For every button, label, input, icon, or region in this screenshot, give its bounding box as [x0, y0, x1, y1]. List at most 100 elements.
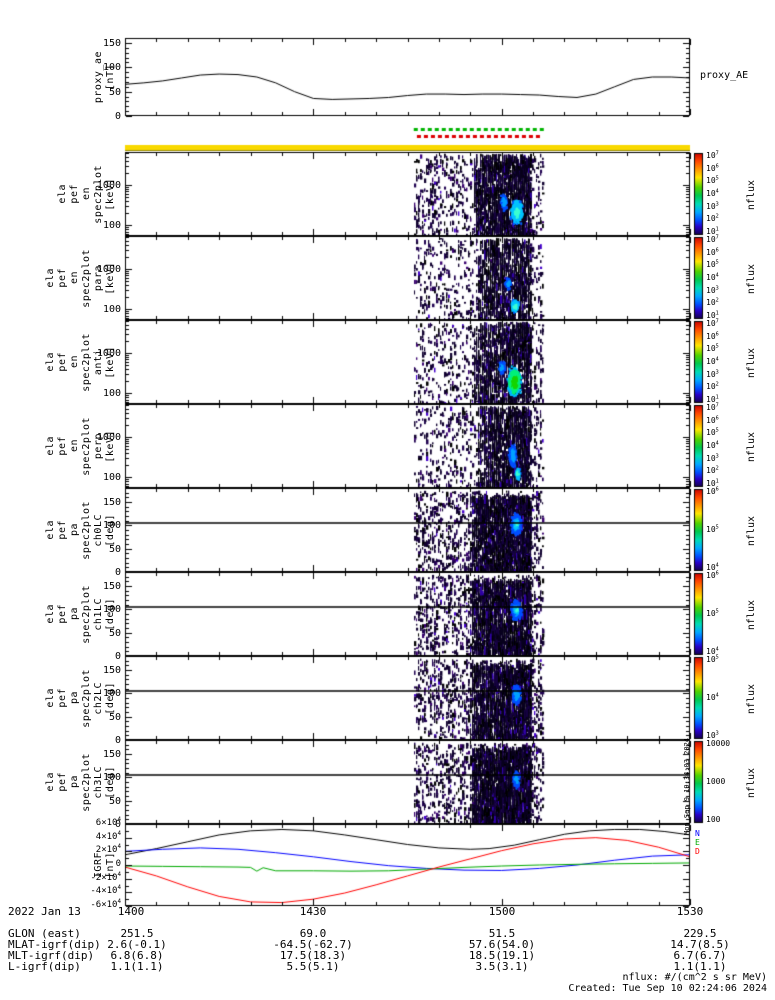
axis-label-line: ela	[45, 688, 56, 708]
xtick-label-1530: 1530	[676, 905, 704, 918]
colorbar-tick-label: 102	[706, 297, 719, 308]
colorbar-tick-label: 102	[706, 465, 719, 476]
axis-label-line: spec2plot	[81, 500, 92, 560]
colorbar-title: nflux	[746, 768, 757, 799]
igrf-legend-E: E	[695, 838, 700, 847]
spectro-panel-0-ylabel: ela pef en spec2plot [keV]	[57, 152, 117, 236]
axis-label-line: en	[81, 187, 92, 201]
colorbar-tick-label: 103	[706, 453, 719, 463]
colorbar-tick-label: 105	[706, 427, 719, 438]
axis-label-line: spec2plot	[81, 668, 92, 728]
axis-label-line: spec2plot	[81, 332, 92, 392]
ytick-label: 0	[114, 567, 121, 578]
colorbar-title: nflux	[746, 684, 757, 715]
colorbar-tick-label: 107	[706, 234, 719, 244]
axis-label-line: pef	[57, 436, 68, 456]
axis-label-line: ela	[45, 436, 56, 456]
footer-value: 18.5(19.1)	[468, 949, 536, 962]
ytick-label: 100	[102, 604, 121, 616]
axis-label-line: pef	[57, 688, 68, 708]
ytick-label: 150	[102, 37, 121, 49]
ytick-label: 2×104	[95, 844, 121, 856]
colorbar-tick-label: 104	[706, 272, 719, 282]
creation-timestamp-side: Mon Sep 9 19:34:03 2024	[683, 738, 691, 835]
ytick-label: 50	[108, 543, 121, 555]
colorbar-tick-label: 105	[706, 654, 719, 664]
ytick-label: 50	[108, 86, 121, 98]
ytick-label: 100	[102, 304, 121, 316]
axis-label-line: proxy_ae	[93, 50, 104, 104]
colorbar-title: nflux	[746, 432, 757, 463]
axis-label-line: [nT]	[105, 63, 116, 91]
igrf-legend-D: D	[695, 847, 700, 856]
proxy-right-label: proxy_AE	[700, 70, 749, 81]
footer-value: 1.1(1.1)	[673, 960, 727, 973]
ytick-label: 150	[102, 581, 121, 592]
colorbar-tick-label: 105	[706, 343, 719, 354]
colorbar-tick-label: 105	[706, 259, 719, 270]
axis-label-line: pef	[57, 268, 68, 288]
igrf-legend-N: N	[695, 829, 700, 838]
axis-label-line: [deg]	[105, 681, 116, 715]
axis-label-line: pef	[57, 352, 68, 372]
igrf-panel-ylabel: IGRF [nT]	[93, 824, 117, 906]
colorbar-tick-label: 104	[706, 646, 719, 656]
colorbar-tick-label: 105	[706, 175, 719, 186]
colorbar-tick-label: 106	[706, 163, 719, 173]
ytick-label: 50	[108, 795, 121, 807]
axis-label-line: anti	[93, 348, 104, 376]
footer-value: 251.5	[120, 927, 154, 940]
xtick-label-1430: 1430	[299, 905, 327, 918]
ytick-label: 0	[114, 735, 121, 746]
axis-label-line: pa	[69, 691, 80, 705]
axis-label-line: pa	[69, 775, 80, 789]
ytick-label: 0	[115, 859, 121, 869]
colorbar-tick-label: 103	[706, 730, 719, 740]
ytick-label: 0	[114, 651, 121, 662]
colorbar-tick-label: 101	[706, 394, 719, 404]
ytick-label: -2×104	[90, 871, 121, 883]
ytick-label: 50	[108, 711, 121, 723]
colorbar-tick-label: 104	[706, 692, 719, 702]
colorbar-tick-label: 104	[706, 188, 719, 198]
footer-value: 69.0	[299, 927, 327, 940]
colorbar-title: nflux	[746, 600, 757, 631]
colorbar-tick-label: 100	[706, 815, 721, 824]
colorbar-tick-label: 102	[706, 213, 719, 224]
axis-label-line: IGRF	[93, 851, 104, 879]
axis-label-line: spec2plot	[81, 752, 92, 812]
axis-label-line: spec2plot	[81, 416, 92, 476]
nflux-units-note: nflux: #/(cm^2 s sr MeV)	[622, 972, 768, 983]
footer-value: 5.5(5.1)	[286, 960, 340, 973]
colorbar-tick-label: 107	[706, 402, 719, 412]
colorbar-tick-label: 103	[706, 201, 719, 211]
footer-value: 6.7(6.7)	[673, 949, 727, 962]
axis-label-line: spec2plot	[93, 164, 104, 224]
footer-row-label-mlt: MLT-igrf(dip)	[8, 949, 95, 962]
colorbar-tick-label: 106	[706, 570, 719, 580]
colorbar-tick-label: 1000	[706, 777, 726, 786]
footer-value: 3.5(3.1)	[475, 960, 529, 973]
ytick-label: 50	[108, 627, 121, 639]
footer-value: 51.5	[488, 927, 516, 940]
colorbar-tick-label: 106	[706, 486, 719, 496]
footer-value: -64.5(-62.7)	[273, 938, 353, 951]
footer-row-label-mlat: MLAT-igrf(dip)	[8, 938, 101, 951]
ytick-label: 6×104	[95, 817, 121, 828]
created-note: Created: Tue Sep 10 02:24:06 2024	[568, 983, 767, 994]
ytick-label: 100	[102, 388, 121, 400]
axis-label-line: pef	[57, 520, 68, 540]
axis-label-line: pa	[69, 607, 80, 621]
ytick-label: 150	[102, 665, 121, 676]
colorbar-tick-label: 103	[706, 369, 719, 379]
axis-label-line: [keV]	[105, 345, 116, 379]
axis-label-line: ela	[45, 520, 56, 540]
spectro-panel-6-ylabel: ela pef pa spec2plot ch2LC [deg]	[45, 656, 117, 740]
axis-label-line: [deg]	[105, 597, 116, 631]
axis-label-line: en	[69, 439, 80, 453]
xtick-label-1500: 1500	[488, 905, 516, 918]
footer-row-label-l: L-igrf(dip)	[8, 960, 81, 973]
